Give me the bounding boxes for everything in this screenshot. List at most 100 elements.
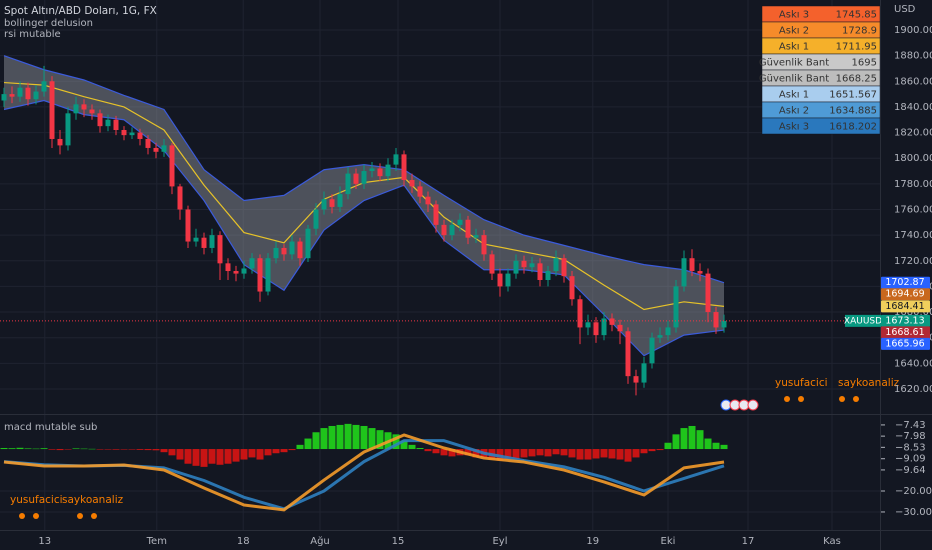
candle-body bbox=[721, 320, 727, 328]
histogram-bar bbox=[152, 449, 160, 451]
candle-body bbox=[673, 286, 679, 328]
histogram-bar bbox=[536, 449, 544, 456]
candle-body bbox=[225, 263, 231, 272]
histogram-bar bbox=[320, 428, 328, 450]
table-value: 1651.567 bbox=[829, 90, 877, 101]
candle-body bbox=[545, 271, 551, 280]
candle-body bbox=[657, 335, 663, 338]
candle-body bbox=[585, 322, 591, 328]
histogram-bar bbox=[224, 449, 232, 464]
table-value: 1618.202 bbox=[829, 122, 877, 133]
histogram-bar bbox=[192, 449, 200, 466]
histogram-bar bbox=[408, 444, 416, 450]
y-tick-label: 1880.00 bbox=[894, 51, 932, 62]
candle-body bbox=[689, 258, 695, 272]
candle-body bbox=[385, 164, 391, 177]
x-tick-label: Ağu bbox=[310, 535, 330, 547]
candle-body bbox=[513, 260, 519, 274]
candle-body bbox=[49, 81, 55, 139]
candle-body bbox=[65, 113, 71, 146]
x-tick-label: Eki bbox=[661, 536, 676, 547]
candle-body bbox=[377, 168, 383, 177]
annotation: saykoanaliz bbox=[62, 494, 124, 506]
candle-body bbox=[497, 273, 503, 287]
candle-body bbox=[241, 268, 247, 274]
histogram-bar bbox=[712, 442, 720, 450]
histogram-bar bbox=[424, 449, 432, 452]
table-value: 1634.885 bbox=[829, 106, 877, 117]
histogram-bar bbox=[48, 449, 56, 450]
price-label: 1673.13 bbox=[885, 315, 924, 326]
chart-title: Spot Altın/ABD Doları, 1G, FX bbox=[4, 5, 157, 17]
histogram-bar bbox=[352, 424, 360, 450]
x-tick-label: Kas bbox=[823, 536, 841, 547]
candle-body bbox=[73, 104, 79, 114]
histogram-bar bbox=[672, 434, 680, 450]
histogram-bar bbox=[632, 449, 640, 458]
candle-body bbox=[153, 147, 159, 152]
histogram-bar bbox=[0, 447, 8, 450]
histogram-bar bbox=[104, 449, 112, 450]
candle-body bbox=[529, 263, 535, 268]
histogram-bar bbox=[136, 449, 144, 450]
histogram-bar bbox=[344, 423, 352, 450]
price-label-box bbox=[881, 314, 930, 327]
annotation: saykoanaliz bbox=[838, 377, 900, 389]
candle-body bbox=[273, 247, 279, 259]
y-tick-label: 1820.00 bbox=[894, 128, 932, 139]
x-tick-label: 13 bbox=[38, 536, 51, 547]
histogram-bar bbox=[504, 449, 512, 460]
candle-body bbox=[369, 168, 375, 172]
candle-body bbox=[121, 130, 127, 136]
x-tick-label: Tem bbox=[146, 536, 167, 547]
histogram-bar bbox=[400, 440, 408, 450]
indicator-name: rsi mutable bbox=[4, 29, 61, 40]
candle-body bbox=[57, 138, 63, 146]
histogram-bar bbox=[592, 449, 600, 459]
y-tick-label: −30.00 bbox=[895, 507, 932, 518]
indicator-name: bollinger delusion bbox=[4, 18, 93, 29]
candle-body bbox=[329, 199, 335, 207]
histogram-bar bbox=[120, 449, 128, 450]
y-tick-label: 1680.00 bbox=[894, 307, 932, 318]
candle-body bbox=[25, 87, 31, 100]
symbol-tag bbox=[845, 314, 881, 327]
candle-body bbox=[697, 271, 703, 274]
table-label: Güvenlik Bant bbox=[759, 74, 829, 85]
histogram-bar bbox=[544, 449, 552, 457]
price-label-box bbox=[881, 326, 930, 339]
histogram-bar bbox=[200, 449, 208, 467]
histogram-bar bbox=[80, 448, 88, 450]
candle-body bbox=[577, 299, 583, 328]
candle-body bbox=[433, 204, 439, 225]
histogram-bar bbox=[32, 448, 40, 450]
y-tick-label: −7.98 bbox=[895, 431, 926, 442]
histogram-bar bbox=[680, 428, 688, 450]
histogram-bar bbox=[208, 449, 216, 464]
histogram-bar bbox=[296, 444, 304, 450]
price-label: 1684.41 bbox=[885, 301, 924, 312]
histogram-bar bbox=[184, 449, 192, 464]
histogram-bar bbox=[128, 449, 136, 450]
price-label-box bbox=[881, 276, 930, 289]
mark-layer bbox=[0, 65, 880, 512]
histogram-bar bbox=[248, 449, 256, 458]
histogram-bar bbox=[88, 448, 96, 450]
table-label: Askı 3 bbox=[779, 10, 809, 21]
table-value: 1668.25 bbox=[836, 74, 877, 85]
histogram-bar bbox=[216, 449, 224, 465]
candle-body bbox=[33, 91, 39, 100]
candle-body bbox=[17, 87, 23, 97]
histogram-bar bbox=[40, 448, 48, 450]
candle-body bbox=[265, 258, 271, 292]
candle-body bbox=[473, 235, 479, 238]
histogram-bar bbox=[232, 449, 240, 462]
table-label: Askı 2 bbox=[779, 106, 809, 117]
histogram-bar bbox=[656, 449, 664, 451]
table-value: 1745.85 bbox=[836, 10, 877, 21]
histogram-bar bbox=[584, 449, 592, 460]
candle-body bbox=[249, 258, 255, 269]
candle-body bbox=[521, 260, 527, 268]
histogram-bar bbox=[608, 449, 616, 459]
